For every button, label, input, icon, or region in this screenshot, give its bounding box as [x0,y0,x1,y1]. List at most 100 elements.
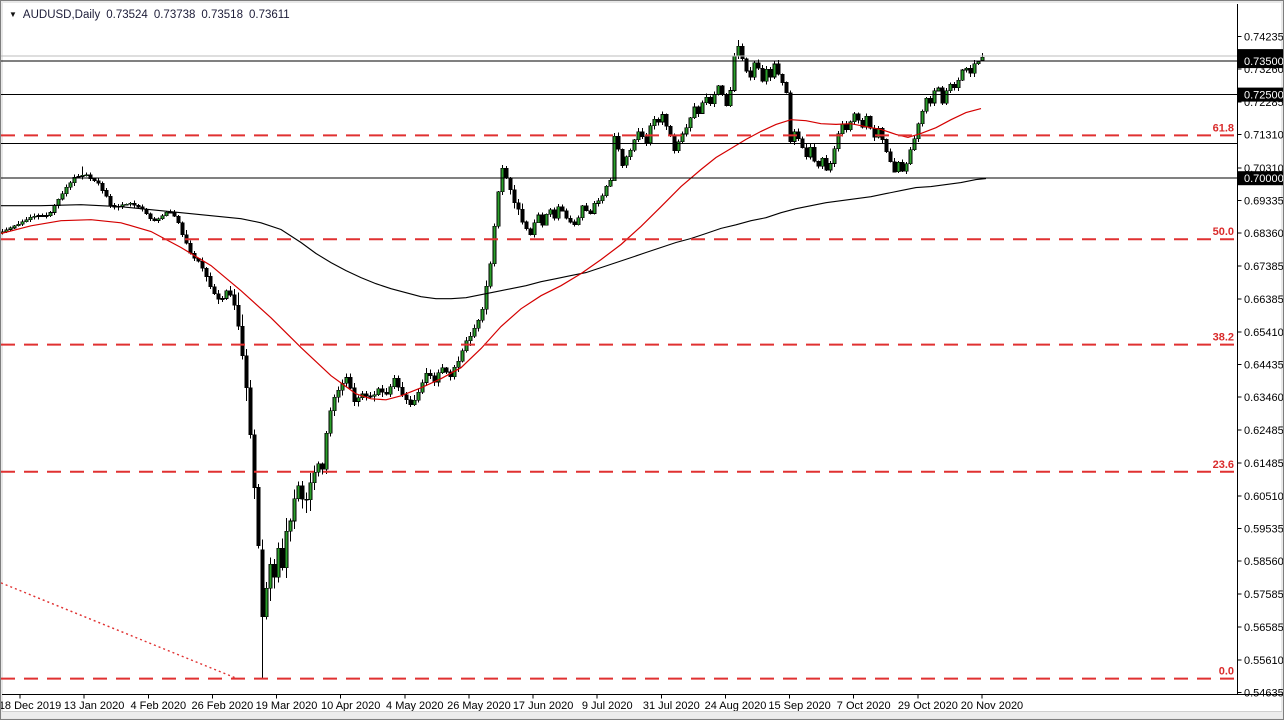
candle-body [628,149,633,158]
candle [600,193,605,204]
ma-fast-line[interactable] [1,108,982,401]
candle-body [372,394,377,397]
candle-body [660,114,665,123]
candle-body [228,290,233,296]
candle [680,131,685,144]
candle-body [832,148,837,164]
candle [828,161,833,173]
date-tick-label: 20 Nov 2020 [961,700,1023,712]
candle-body [956,79,961,89]
price-tick-label: 0.63460 [1244,392,1284,404]
symbol-period-label: AUDUSD,Daily [22,9,101,21]
candle-body [780,74,785,83]
candle-body [136,204,141,208]
candle-body [156,218,161,221]
candle-body [968,67,973,74]
candle-body [252,434,257,488]
candle-body [652,119,657,127]
candle-body [44,215,49,217]
date-tick-label: 26 May 2020 [447,700,511,712]
candle-body [388,386,393,395]
candle [604,185,609,198]
candle-body [568,217,573,223]
candle-body [416,391,421,401]
candle [128,202,133,207]
candle-body [356,397,361,402]
plot-layer[interactable] [1,40,1237,680]
candle-body [936,87,941,92]
candle [696,105,701,118]
ma-slow-line[interactable] [1,178,987,300]
candle [796,128,801,141]
candle-body [48,212,53,216]
candle-body [176,215,181,224]
candle-body [36,215,41,217]
candle [120,202,125,209]
candle [540,212,545,228]
candle [776,60,781,76]
candle-body [132,203,137,206]
candle-body [972,63,977,74]
candle-body [900,161,905,172]
candle [744,57,749,74]
candle [388,384,393,397]
candle [312,465,317,491]
candle-body [240,326,245,356]
candle [348,373,353,389]
candle [44,212,49,219]
candle [384,388,389,396]
candle-body [276,547,281,578]
candle-body [536,214,541,223]
candles-layer[interactable] [1,40,985,679]
candle [164,211,169,217]
candle [176,214,181,225]
trendline[interactable] [1,582,239,680]
symbol-dropdown-icon[interactable]: ▼ [9,10,17,19]
candle [964,66,969,73]
time-axis[interactable]: 18 Dec 2019 13 Jan 2020 4 Feb 2020 26 Feb 2… [1,694,1023,713]
price-axis[interactable]: 0.742350.732600.722850.713100.703100.693… [1237,32,1284,700]
candle-body [852,113,857,123]
candle-body [108,195,113,206]
candle-body [164,211,169,217]
candle-body [816,160,821,167]
candle [268,557,273,601]
candle [612,133,617,182]
candle-body [324,432,329,470]
candle [148,212,153,222]
candle-body [500,168,505,193]
candle [476,319,481,332]
candle [376,387,381,397]
candle-body [888,151,893,163]
candle [256,484,261,549]
date-tick-label: 18 Dec 2019 [1,700,61,712]
candle [660,111,665,125]
candle [460,348,465,363]
price-tick-label: 0.56585 [1244,622,1284,634]
candle-body [336,389,341,398]
candle [132,200,137,209]
candle-body [24,219,29,223]
high-value: 0.73738 [153,9,196,21]
date-tick-label: 29 Oct 2020 [898,700,958,712]
candle [408,395,413,408]
candle-body [492,225,497,265]
candle [8,226,13,232]
candle [708,95,713,106]
candle-body [172,212,177,217]
candle-body [704,97,709,103]
candle [440,364,445,375]
candle-body [532,222,537,236]
candle-body [288,520,293,532]
candle [812,144,817,163]
candle-body [180,222,185,235]
fibonacci-levels[interactable] [1,134,1237,680]
candle [848,120,853,132]
candle [624,155,629,168]
candle-body [736,46,741,57]
price-tick-label: 0.59535 [1244,524,1284,536]
candle-body [128,203,133,205]
candle [808,143,813,160]
